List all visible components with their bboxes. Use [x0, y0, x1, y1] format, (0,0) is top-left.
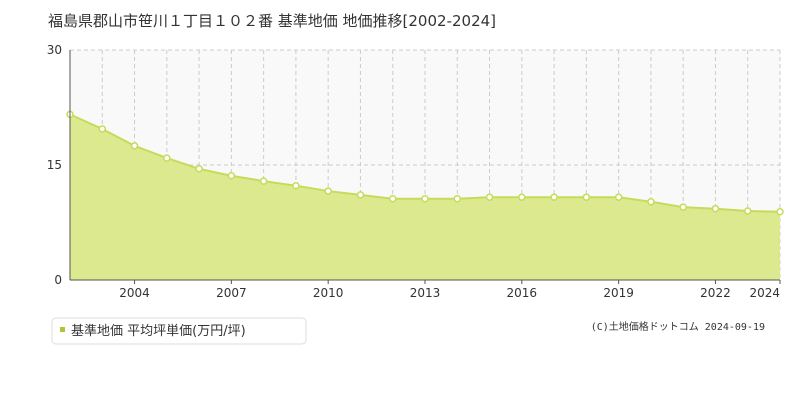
- x-tick-label: 2007: [216, 286, 247, 300]
- point: [98, 125, 107, 133]
- point: [163, 154, 171, 162]
- x-tick-label: 2013: [410, 286, 441, 300]
- y-tick-label: 15: [47, 158, 62, 172]
- point: [550, 193, 558, 201]
- x-tick-label: 2004: [119, 286, 150, 300]
- point: [582, 193, 591, 201]
- point: [776, 208, 784, 216]
- point: [259, 177, 268, 185]
- point: [518, 193, 526, 201]
- point: [743, 207, 752, 215]
- point: [356, 191, 365, 199]
- point: [647, 198, 655, 206]
- x-tick-label: 2024: [749, 286, 780, 300]
- point: [679, 203, 687, 211]
- point: [711, 204, 720, 213]
- point: [227, 171, 236, 180]
- point: [292, 181, 300, 190]
- point: [388, 194, 397, 203]
- legend-box: [51, 317, 307, 345]
- x-tick-label: 2022: [700, 286, 731, 300]
- point: [324, 187, 332, 195]
- legend-swatch: [60, 327, 65, 332]
- legend-label: 基準地価 平均坪単価(万円/坪): [71, 323, 246, 339]
- x-tick-label: 2019: [603, 286, 634, 300]
- x-tick-label: 2016: [507, 286, 538, 300]
- source: (C)土地価格ドットコム 2024-09-19: [591, 320, 765, 333]
- point: [421, 194, 429, 203]
- point: [485, 193, 494, 201]
- point: [130, 142, 139, 150]
- point: [195, 165, 203, 173]
- x-tick-label: 2010: [313, 286, 344, 300]
- point: [614, 193, 623, 201]
- point: [453, 194, 462, 203]
- chart-title: 福島県郡山市笹川１丁目１０２番 基準地価 地価推移[2002-2024]: [48, 12, 496, 30]
- y-tick-label: 30: [47, 43, 62, 57]
- area: [70, 114, 780, 281]
- y-tick-label: 0: [54, 273, 62, 287]
